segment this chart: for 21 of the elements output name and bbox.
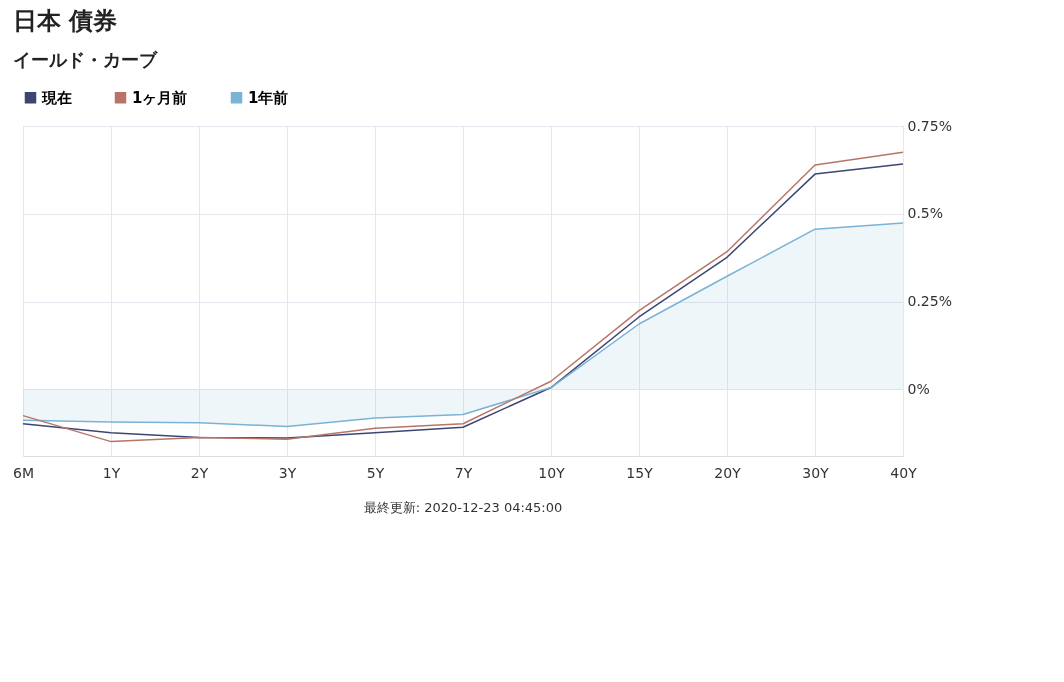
x-tick-label: 3Y: [278, 464, 297, 481]
x-tick-label: 20Y: [714, 464, 742, 481]
chart-subtitle: イールド・カーブ: [12, 49, 158, 70]
chart-title: 日本 債券: [12, 7, 117, 35]
x-tick-label: 6M: [13, 464, 34, 481]
x-tick-label: 5Y: [366, 464, 385, 481]
y-tick-label: 0.75%: [907, 117, 952, 134]
legend-label: 1年前: [248, 88, 289, 107]
x-tick-label: 1Y: [102, 464, 121, 481]
legend-label: 現在: [41, 88, 72, 107]
text: 最終更新: 2020-12-23 04:45:00: [363, 500, 563, 515]
x-tick-label: 15Y: [626, 464, 654, 481]
x-tick-label: 2Y: [190, 464, 209, 481]
x-tick-label: 40Y: [890, 464, 918, 481]
y-tick-label: 0.5%: [907, 205, 944, 222]
x-tick-label: 7Y: [454, 464, 473, 481]
y-tick-label: 0.25%: [907, 293, 952, 310]
x-tick-label: 30Y: [802, 464, 830, 481]
legend-label: 1ヶ月前: [132, 88, 188, 107]
y-tick-label: 0%: [907, 380, 930, 397]
x-tick-label: 10Y: [538, 464, 566, 481]
